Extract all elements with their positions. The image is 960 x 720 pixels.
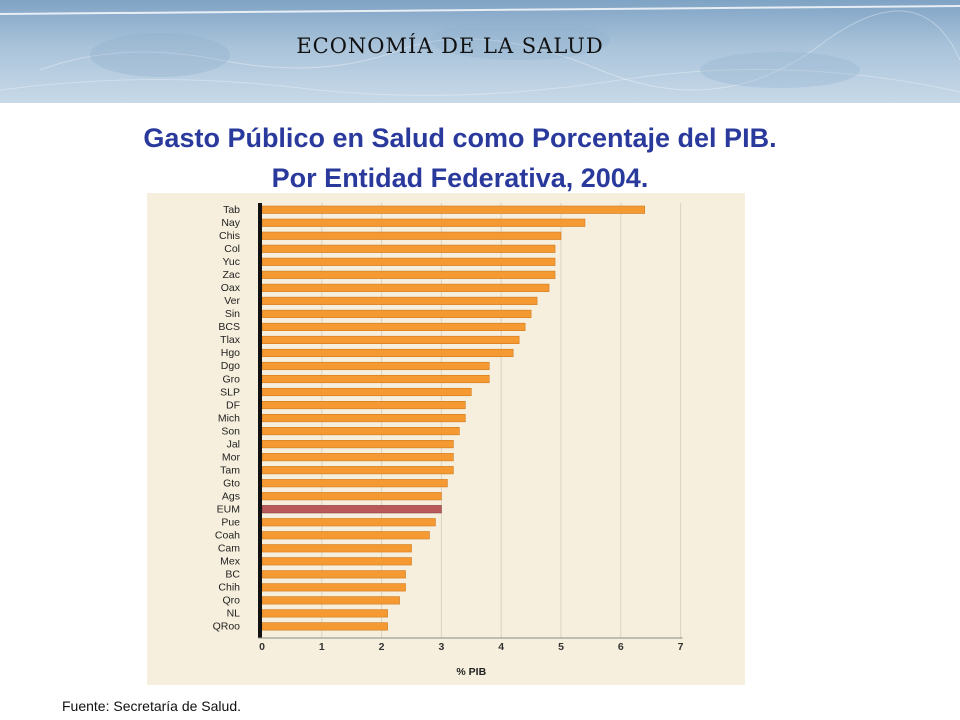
bar — [261, 544, 412, 553]
bar — [261, 622, 388, 631]
category-label: Nay — [221, 217, 240, 229]
category-label: Chih — [218, 582, 240, 594]
category-label: Cam — [218, 543, 240, 555]
x-tick-label: 6 — [618, 641, 624, 653]
x-tick-label: 3 — [438, 641, 444, 653]
bar — [261, 609, 388, 618]
category-label: Coah — [215, 530, 240, 542]
bar-chart: TabNayChisColYucZacOaxVerSinBCSTlaxHgoDg… — [213, 203, 684, 678]
category-label: Col — [224, 243, 240, 255]
category-label: QRoo — [213, 621, 241, 633]
bar — [261, 492, 442, 501]
bar — [261, 440, 454, 449]
bar — [261, 322, 526, 331]
category-label: BC — [225, 569, 240, 581]
y-axis — [258, 203, 262, 638]
bar — [261, 374, 490, 384]
bar — [261, 348, 514, 358]
category-label: Tam — [220, 464, 240, 476]
header-banner: ECONOMÍA DE LA SALUD — [0, 0, 960, 103]
category-label: Gro — [222, 373, 240, 385]
category-label: Gto — [223, 477, 240, 489]
category-label: NL — [227, 608, 241, 620]
bar — [261, 531, 430, 540]
category-label: Yuc — [222, 256, 240, 268]
bar — [261, 479, 448, 488]
bar — [261, 361, 490, 371]
category-label: Pue — [221, 516, 240, 528]
bar — [261, 335, 520, 344]
bar — [261, 466, 454, 475]
bar — [261, 401, 466, 410]
category-label: EUM — [217, 503, 240, 515]
category-label: Hgo — [221, 347, 240, 359]
bar — [261, 570, 406, 579]
category-label: Zac — [222, 269, 240, 281]
category-label: Tlax — [220, 334, 241, 346]
x-tick-label: 0 — [259, 641, 265, 653]
x-tick-label: 1 — [319, 641, 325, 653]
category-label: Mor — [222, 451, 241, 463]
bar — [261, 518, 436, 527]
category-label: SLP — [220, 386, 240, 398]
category-label: Ver — [224, 295, 240, 307]
bar — [261, 205, 646, 214]
bar — [261, 583, 406, 592]
bar — [261, 387, 472, 397]
bar — [261, 218, 586, 227]
category-label: Oax — [221, 282, 241, 294]
bar — [261, 596, 400, 605]
x-tick-label: 7 — [678, 641, 684, 653]
banner-title: ECONOMÍA DE LA SALUD — [296, 34, 604, 58]
category-label: Dgo — [221, 360, 240, 372]
x-tick-label: 2 — [379, 641, 385, 653]
bar — [261, 414, 466, 423]
bar — [261, 257, 556, 266]
bar — [261, 283, 550, 292]
title-line-1: Gasto Público en Salud como Porcentaje d… — [143, 123, 777, 153]
world-map-background — [0, 5, 960, 96]
bar — [261, 296, 538, 305]
category-label: Sin — [225, 308, 240, 320]
category-label: Mich — [218, 412, 240, 424]
bar — [261, 453, 454, 462]
x-axis-label: % PIB — [456, 666, 486, 678]
category-label: DF — [226, 399, 240, 411]
source-note: Fuente: Secretaría de Salud. — [62, 698, 241, 714]
category-label: Chis — [219, 230, 240, 242]
bar — [261, 231, 562, 240]
category-label: Jal — [227, 438, 240, 450]
category-label: Son — [221, 425, 240, 437]
category-label: Qro — [222, 595, 240, 607]
bar — [261, 244, 556, 253]
bar — [261, 270, 556, 279]
x-tick-label: 4 — [498, 641, 504, 653]
bar — [261, 427, 460, 436]
chart-panel: Tab Nay Chis Col Yuc Zac Oax Ver Sin BCS Tlax Hgo Dg… — [147, 193, 745, 685]
bar — [261, 557, 412, 566]
category-label: BCS — [218, 321, 240, 333]
x-tick-label: 5 — [558, 641, 564, 653]
bar — [261, 309, 532, 318]
chart-title: Gasto Público en Salud como Porcentaje d… — [0, 118, 920, 198]
bar — [261, 505, 442, 514]
category-label: Tab — [223, 204, 240, 216]
category-label: Mex — [220, 556, 241, 568]
title-line-2: Por Entidad Federativa, 2004. — [271, 163, 649, 193]
category-label: Ags — [222, 490, 240, 502]
